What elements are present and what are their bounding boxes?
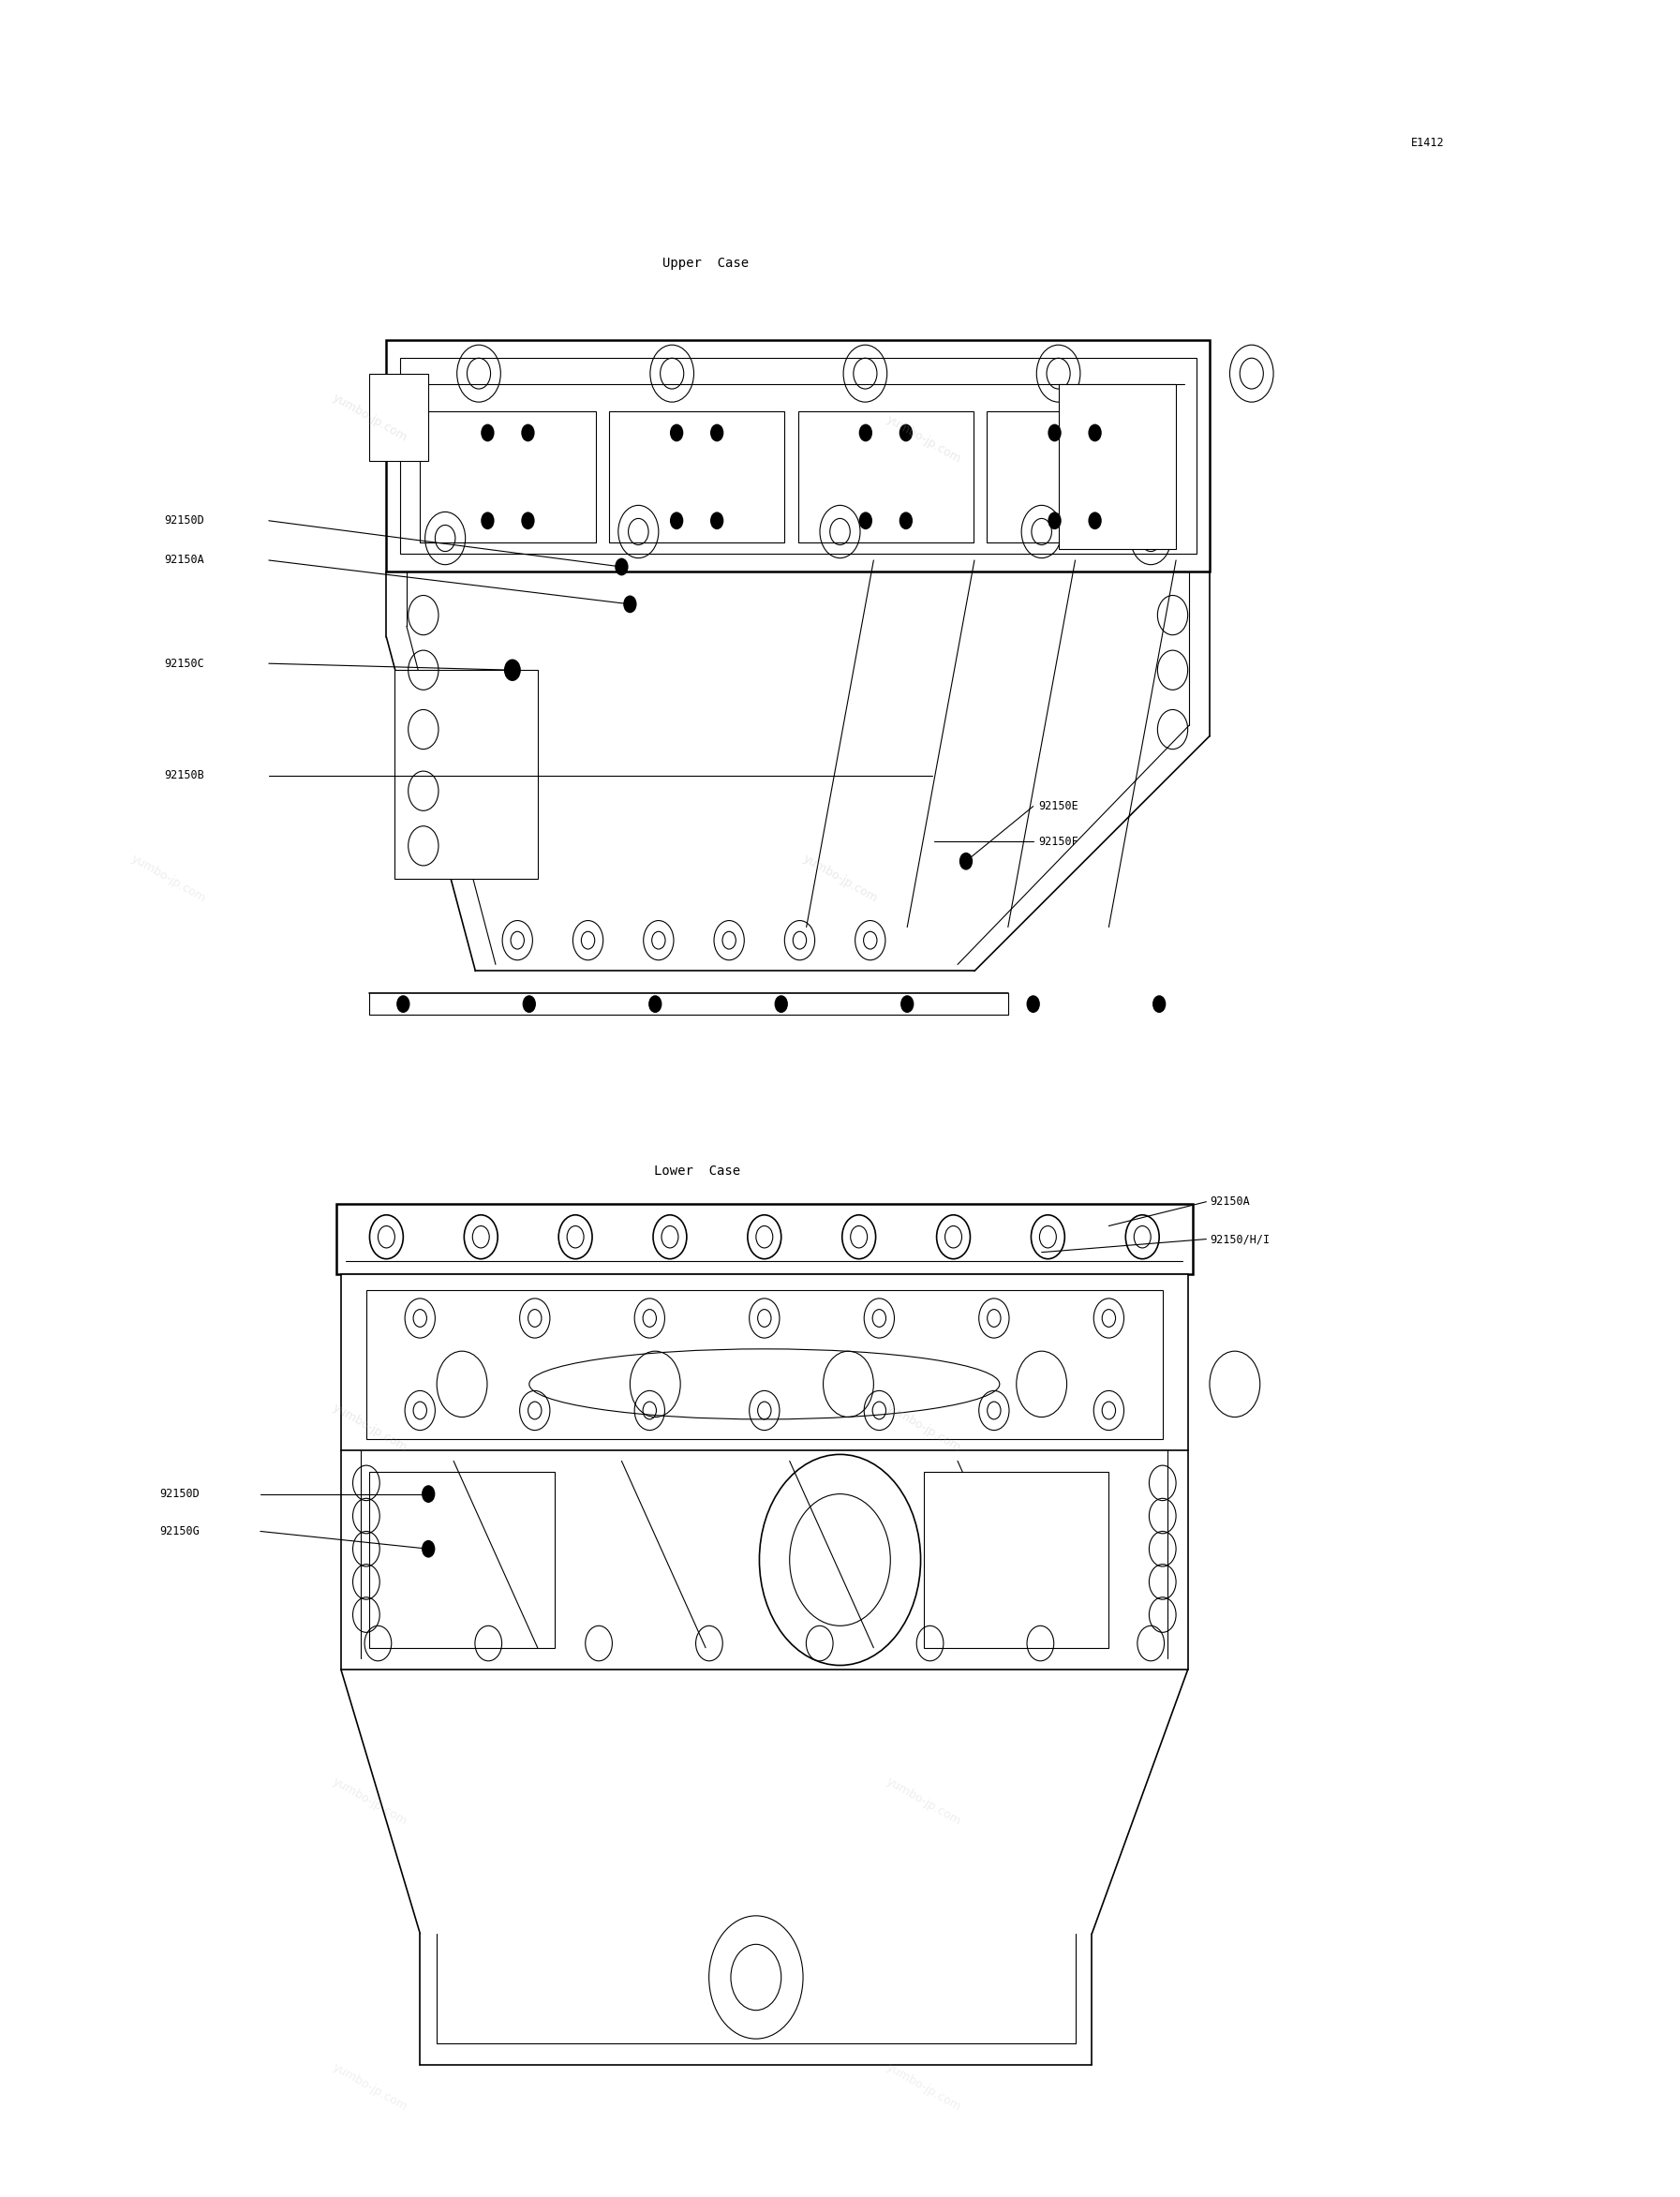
Circle shape	[643, 1402, 657, 1419]
Circle shape	[528, 1402, 541, 1419]
Circle shape	[662, 1226, 679, 1248]
Bar	[420, 411, 596, 543]
Text: 92150E: 92150E	[1038, 800, 1079, 813]
Circle shape	[472, 1226, 489, 1248]
Text: yumbo-jp.com: yumbo-jp.com	[885, 2061, 963, 2114]
Circle shape	[615, 558, 628, 576]
Text: Lower  Case: Lower Case	[654, 1164, 741, 1178]
Circle shape	[711, 424, 724, 442]
Circle shape	[528, 1309, 541, 1327]
Circle shape	[480, 424, 494, 442]
Circle shape	[652, 932, 665, 949]
Text: 92150G: 92150G	[160, 1525, 200, 1538]
Circle shape	[872, 1309, 885, 1327]
Circle shape	[988, 1309, 1001, 1327]
Circle shape	[511, 932, 524, 949]
Circle shape	[378, 1226, 395, 1248]
Bar	[924, 1472, 1109, 1648]
Bar	[395, 670, 538, 879]
Circle shape	[670, 424, 684, 442]
Circle shape	[711, 512, 724, 529]
Circle shape	[722, 932, 736, 949]
Text: yumbo-jp.com: yumbo-jp.com	[331, 1775, 408, 1828]
Bar	[370, 1472, 554, 1648]
Text: 92150A: 92150A	[165, 554, 205, 567]
Circle shape	[422, 1540, 435, 1558]
Bar	[986, 411, 1163, 543]
Bar	[400, 358, 1196, 554]
Circle shape	[959, 852, 973, 870]
Circle shape	[504, 659, 521, 681]
Bar	[1058, 384, 1176, 549]
Circle shape	[774, 995, 788, 1013]
Text: 92150/H/I: 92150/H/I	[1210, 1233, 1270, 1246]
Circle shape	[1048, 424, 1062, 442]
Text: 92150C: 92150C	[165, 657, 205, 670]
Bar	[798, 411, 974, 543]
Circle shape	[858, 512, 872, 529]
Text: yumbo-jp.com: yumbo-jp.com	[801, 852, 879, 905]
Circle shape	[623, 595, 637, 613]
Circle shape	[643, 1309, 657, 1327]
Text: E1412: E1412	[1411, 136, 1445, 149]
Circle shape	[670, 512, 684, 529]
Circle shape	[850, 1226, 867, 1248]
Text: yumbo-jp.com: yumbo-jp.com	[885, 413, 963, 466]
Circle shape	[521, 424, 534, 442]
Circle shape	[899, 424, 912, 442]
Text: 92150D: 92150D	[160, 1487, 200, 1501]
Circle shape	[758, 1309, 771, 1327]
Circle shape	[758, 1402, 771, 1419]
Circle shape	[1089, 424, 1102, 442]
Circle shape	[581, 932, 595, 949]
Text: Upper  Case: Upper Case	[662, 257, 749, 270]
Text: 92150B: 92150B	[165, 769, 205, 782]
Circle shape	[1134, 1226, 1151, 1248]
Circle shape	[756, 1226, 773, 1248]
Circle shape	[413, 1402, 427, 1419]
Circle shape	[793, 932, 806, 949]
Text: yumbo-jp.com: yumbo-jp.com	[129, 852, 207, 905]
Circle shape	[566, 1226, 585, 1248]
Circle shape	[1152, 995, 1166, 1013]
Text: 92150F: 92150F	[1038, 835, 1079, 848]
Circle shape	[422, 1485, 435, 1503]
Circle shape	[988, 1402, 1001, 1419]
Circle shape	[648, 995, 662, 1013]
Circle shape	[1026, 995, 1040, 1013]
Text: yumbo-jp.com: yumbo-jp.com	[885, 1402, 963, 1454]
Bar	[608, 411, 785, 543]
Circle shape	[1102, 1309, 1116, 1327]
Bar	[336, 1204, 1193, 1274]
Circle shape	[872, 1402, 885, 1419]
Circle shape	[899, 512, 912, 529]
Text: 92150A: 92150A	[1210, 1195, 1250, 1208]
Circle shape	[396, 995, 410, 1013]
Circle shape	[413, 1309, 427, 1327]
Circle shape	[1102, 1402, 1116, 1419]
Circle shape	[521, 512, 534, 529]
Text: 92150D: 92150D	[165, 514, 205, 527]
Circle shape	[522, 995, 536, 1013]
Circle shape	[1089, 512, 1102, 529]
Bar	[370, 373, 428, 461]
Circle shape	[1040, 1226, 1057, 1248]
Text: yumbo-jp.com: yumbo-jp.com	[331, 391, 408, 444]
Bar	[386, 341, 1210, 571]
Circle shape	[480, 512, 494, 529]
Circle shape	[864, 932, 877, 949]
Text: yumbo-jp.com: yumbo-jp.com	[331, 1402, 408, 1454]
Bar	[341, 1274, 1188, 1450]
Circle shape	[1048, 512, 1062, 529]
Circle shape	[858, 424, 872, 442]
Text: yumbo-jp.com: yumbo-jp.com	[885, 1775, 963, 1828]
Text: yumbo-jp.com: yumbo-jp.com	[331, 2061, 408, 2114]
Bar	[366, 1290, 1163, 1439]
Circle shape	[900, 995, 914, 1013]
Circle shape	[944, 1226, 961, 1248]
